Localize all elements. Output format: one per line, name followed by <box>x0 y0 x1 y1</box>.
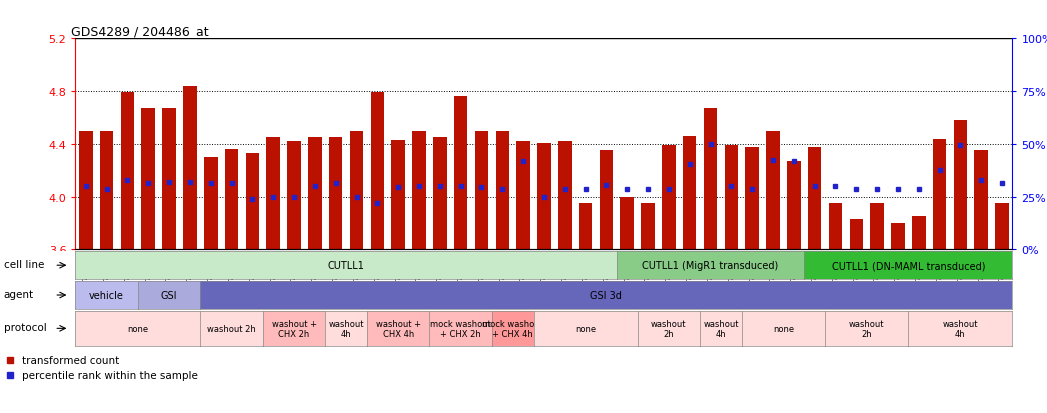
Text: CUTLL1: CUTLL1 <box>328 261 364 271</box>
Bar <box>99 131 113 250</box>
Bar <box>933 139 946 250</box>
Bar <box>225 150 239 250</box>
Text: none: none <box>575 324 596 333</box>
Text: vehicle: vehicle <box>89 290 124 300</box>
Text: cell line: cell line <box>4 259 44 269</box>
Bar <box>266 138 280 250</box>
Text: transformed count: transformed count <box>22 355 119 365</box>
Bar <box>975 151 988 250</box>
Bar <box>287 142 300 250</box>
Text: washout
4h: washout 4h <box>704 319 739 338</box>
Bar <box>787 161 801 250</box>
Bar <box>392 140 405 250</box>
Bar <box>996 204 1009 250</box>
Bar <box>120 93 134 250</box>
Bar <box>329 138 342 250</box>
Bar <box>662 146 675 250</box>
Bar <box>891 223 905 250</box>
Bar <box>683 137 696 250</box>
Bar <box>766 131 780 250</box>
Bar <box>453 97 467 250</box>
Text: washout
4h: washout 4h <box>329 319 364 338</box>
Text: none: none <box>773 324 794 333</box>
Bar <box>641 204 654 250</box>
Bar <box>849 220 863 250</box>
Bar <box>204 158 218 250</box>
Text: GSI: GSI <box>161 290 177 300</box>
Text: GSI 3d: GSI 3d <box>591 290 622 300</box>
Text: washout
2h: washout 2h <box>651 319 687 338</box>
Text: CUTLL1 (MigR1 transduced): CUTLL1 (MigR1 transduced) <box>643 261 779 271</box>
Bar <box>600 151 614 250</box>
Bar <box>371 93 384 250</box>
Bar <box>495 131 509 250</box>
Bar <box>579 204 593 250</box>
Bar <box>474 131 488 250</box>
Bar <box>79 131 92 250</box>
Text: washout +
CHX 4h: washout + CHX 4h <box>376 319 421 338</box>
Text: mock washout
+ CHX 4h: mock washout + CHX 4h <box>483 319 543 338</box>
Bar <box>745 147 759 250</box>
Bar <box>808 147 822 250</box>
Bar <box>912 217 926 250</box>
Bar <box>308 138 321 250</box>
Text: percentile rank within the sample: percentile rank within the sample <box>22 370 198 380</box>
Bar <box>537 143 551 250</box>
Text: washout
2h: washout 2h <box>849 319 885 338</box>
Bar <box>246 154 260 250</box>
Text: washout +
CHX 2h: washout + CHX 2h <box>271 319 316 338</box>
Bar <box>433 138 447 250</box>
Bar <box>516 142 530 250</box>
Bar <box>704 109 717 250</box>
Text: protocol: protocol <box>4 322 46 332</box>
Bar <box>870 204 884 250</box>
Text: washout
4h: washout 4h <box>942 319 978 338</box>
Text: mock washout
+ CHX 2h: mock washout + CHX 2h <box>430 319 491 338</box>
Bar <box>828 204 842 250</box>
Bar <box>162 109 176 250</box>
Bar <box>413 131 426 250</box>
Text: CUTLL1 (DN-MAML transduced): CUTLL1 (DN-MAML transduced) <box>831 261 985 271</box>
Bar <box>558 142 572 250</box>
Bar <box>954 121 967 250</box>
Text: none: none <box>128 324 149 333</box>
Bar <box>183 87 197 250</box>
Bar <box>621 197 634 250</box>
Bar <box>725 146 738 250</box>
Bar <box>350 131 363 250</box>
Text: GDS4289 / 204486_at: GDS4289 / 204486_at <box>71 25 208 38</box>
Text: agent: agent <box>4 289 34 299</box>
Bar <box>141 109 155 250</box>
Text: washout 2h: washout 2h <box>207 324 255 333</box>
